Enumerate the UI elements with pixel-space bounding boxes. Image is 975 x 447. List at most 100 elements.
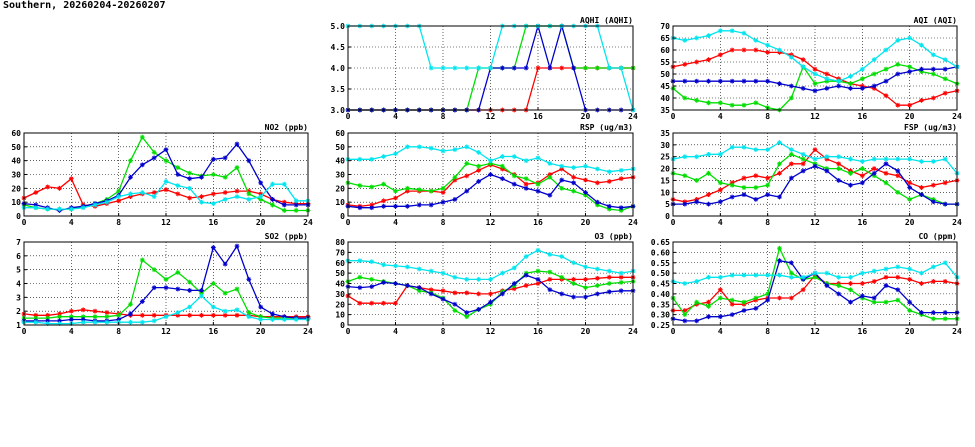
data-point bbox=[369, 184, 375, 190]
data-point bbox=[883, 180, 889, 186]
data-point bbox=[476, 149, 482, 155]
y-tick-label: 60 bbox=[335, 259, 345, 268]
y-tick-label: 7 bbox=[16, 238, 21, 247]
data-point bbox=[452, 274, 458, 280]
x-tick-label: 16 bbox=[533, 327, 543, 336]
data-point bbox=[682, 201, 688, 207]
y-tick-label: 5.0 bbox=[331, 22, 346, 31]
data-point bbox=[128, 319, 133, 325]
data-point bbox=[139, 299, 145, 304]
data-point bbox=[883, 156, 889, 162]
data-point bbox=[594, 291, 600, 297]
data-point bbox=[571, 260, 577, 266]
data-point bbox=[788, 95, 794, 101]
y-tick-label: 2 bbox=[16, 307, 21, 316]
y-tick-label: 30 bbox=[660, 141, 670, 150]
data-point bbox=[741, 47, 747, 53]
y-tick-label: 0.60 bbox=[651, 248, 670, 257]
data-point bbox=[765, 297, 771, 303]
data-point bbox=[706, 57, 711, 62]
data-point bbox=[812, 163, 818, 169]
data-point bbox=[753, 197, 759, 202]
data-point bbox=[428, 268, 434, 274]
data-point bbox=[812, 66, 818, 72]
series-0 bbox=[670, 272, 960, 313]
data-point bbox=[151, 312, 157, 318]
x-tick-label: 20 bbox=[581, 327, 591, 336]
y-tick-label: 20 bbox=[11, 184, 21, 193]
data-point bbox=[440, 296, 446, 302]
series-0 bbox=[345, 274, 636, 306]
x-tick-label: 8 bbox=[441, 112, 446, 121]
data-point bbox=[706, 303, 711, 309]
data-point bbox=[859, 180, 865, 186]
data-point bbox=[594, 65, 600, 71]
data-point bbox=[942, 76, 948, 82]
data-point bbox=[753, 38, 759, 43]
data-point bbox=[594, 266, 600, 272]
data-point bbox=[440, 190, 446, 195]
data-point bbox=[381, 280, 387, 285]
data-point bbox=[163, 314, 169, 320]
data-point bbox=[571, 281, 577, 286]
x-tick-label: 24 bbox=[303, 327, 313, 336]
series-2 bbox=[345, 272, 636, 315]
data-point bbox=[92, 202, 98, 208]
grid bbox=[348, 242, 633, 325]
data-point bbox=[919, 270, 924, 276]
data-point bbox=[800, 287, 806, 293]
data-point bbox=[175, 172, 181, 177]
data-point bbox=[871, 268, 877, 274]
data-point bbox=[547, 161, 553, 166]
data-point bbox=[800, 168, 806, 174]
data-point bbox=[777, 295, 782, 301]
data-point bbox=[68, 308, 74, 314]
data-point bbox=[452, 197, 458, 202]
data-point bbox=[859, 173, 865, 179]
data-point bbox=[871, 279, 877, 284]
data-point bbox=[848, 86, 853, 91]
data-point bbox=[824, 168, 830, 174]
data-point bbox=[163, 147, 169, 152]
data-point bbox=[187, 288, 193, 293]
data-point bbox=[583, 294, 588, 300]
data-point bbox=[222, 190, 228, 195]
data-point bbox=[163, 179, 169, 184]
data-point bbox=[717, 199, 723, 205]
data-point bbox=[404, 264, 410, 270]
data-point bbox=[452, 290, 458, 296]
data-point bbox=[930, 310, 936, 315]
data-point bbox=[440, 185, 446, 191]
data-point bbox=[488, 158, 493, 164]
data-point bbox=[907, 180, 913, 186]
data-point bbox=[499, 65, 505, 71]
data-point bbox=[741, 78, 747, 84]
data-point bbox=[883, 266, 889, 272]
chart-3: 0 4 8 12 16 20 24 0 10 20 30 40 50 60 RSP (ug/m3) bbox=[335, 123, 638, 227]
data-point bbox=[824, 154, 830, 160]
data-point bbox=[270, 181, 275, 187]
data-point bbox=[104, 319, 110, 325]
data-point bbox=[404, 283, 410, 288]
data-point bbox=[281, 202, 287, 208]
data-point bbox=[824, 270, 830, 276]
data-point bbox=[812, 270, 818, 276]
data-point bbox=[234, 188, 240, 194]
data-point bbox=[930, 182, 936, 188]
data-point bbox=[919, 42, 924, 48]
data-point bbox=[682, 312, 688, 318]
data-point bbox=[583, 190, 588, 195]
data-point bbox=[452, 174, 458, 180]
x-tick-label: 12 bbox=[810, 327, 820, 336]
data-point bbox=[535, 247, 541, 253]
data-point bbox=[571, 188, 577, 194]
y-tick-label: 4 bbox=[16, 280, 21, 289]
x-tick-label: 4 bbox=[718, 218, 723, 227]
y-tick-label: 40 bbox=[11, 157, 21, 166]
data-point bbox=[535, 65, 541, 71]
data-point bbox=[594, 199, 600, 205]
data-point bbox=[139, 312, 145, 318]
data-point bbox=[33, 190, 39, 195]
